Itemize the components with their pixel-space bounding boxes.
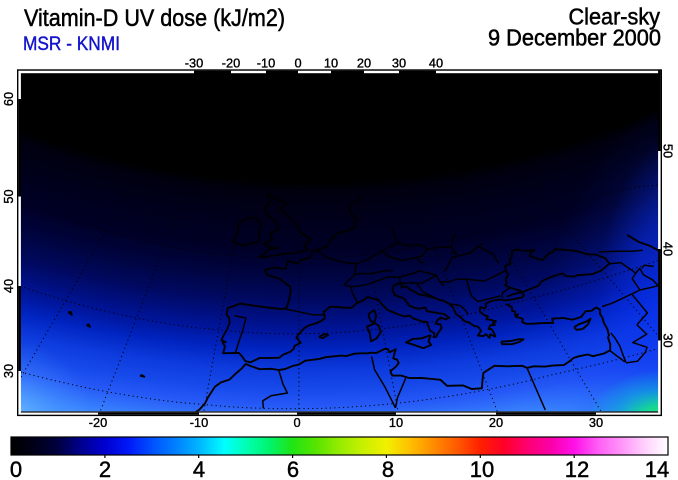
svg-text:30: 30 xyxy=(661,333,676,347)
svg-text:4: 4 xyxy=(193,457,205,480)
svg-text:-30: -30 xyxy=(185,55,204,70)
svg-text:50: 50 xyxy=(661,144,676,158)
svg-text:-10: -10 xyxy=(190,415,209,430)
svg-text:20: 20 xyxy=(489,415,503,430)
svg-text:6: 6 xyxy=(287,457,299,480)
svg-text:40: 40 xyxy=(1,279,16,293)
svg-text:-20: -20 xyxy=(89,415,108,430)
svg-text:40: 40 xyxy=(661,242,676,256)
svg-text:30: 30 xyxy=(1,364,16,378)
svg-text:0: 0 xyxy=(10,457,22,480)
svg-text:40: 40 xyxy=(429,55,443,70)
svg-text:0: 0 xyxy=(293,415,300,430)
svg-text:Clear-sky: Clear-sky xyxy=(569,4,661,30)
svg-text:60: 60 xyxy=(1,92,16,106)
svg-text:20: 20 xyxy=(357,55,371,70)
svg-text:Vitamin-D UV dose (kJ/m2): Vitamin-D UV dose (kJ/m2) xyxy=(24,5,285,32)
svg-text:30: 30 xyxy=(589,415,603,430)
svg-text:30: 30 xyxy=(392,55,406,70)
svg-text:50: 50 xyxy=(1,189,16,203)
svg-text:10: 10 xyxy=(470,457,494,480)
svg-text:2: 2 xyxy=(99,457,111,480)
svg-text:-10: -10 xyxy=(257,55,276,70)
svg-text:-20: -20 xyxy=(222,55,241,70)
svg-text:10: 10 xyxy=(324,55,338,70)
svg-text:8: 8 xyxy=(382,457,394,480)
svg-text:10: 10 xyxy=(389,415,403,430)
svg-text:MSR - KNMI: MSR - KNMI xyxy=(23,34,120,55)
svg-text:9 December 2000: 9 December 2000 xyxy=(488,25,661,51)
svg-text:0: 0 xyxy=(294,55,301,70)
svg-text:12: 12 xyxy=(565,457,589,480)
svg-text:14: 14 xyxy=(645,457,669,480)
